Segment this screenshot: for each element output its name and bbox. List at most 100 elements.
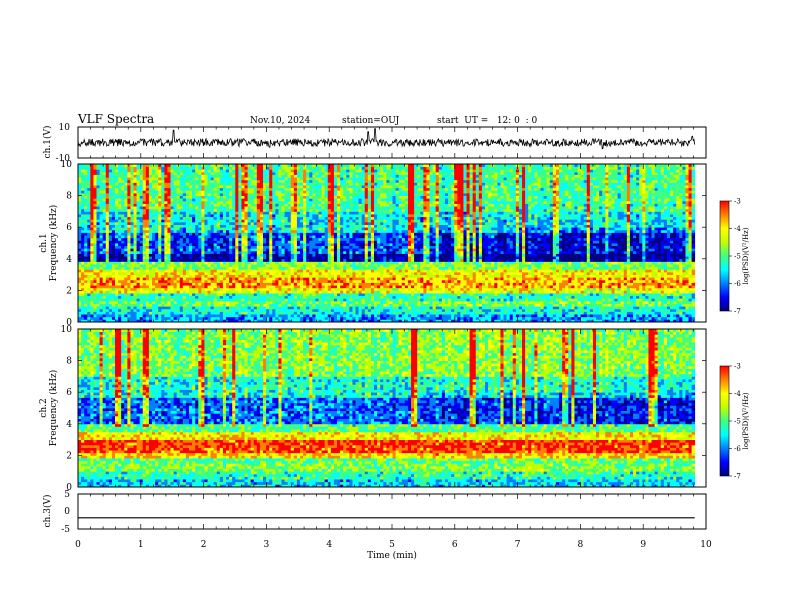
spectrogram-cell [510, 290, 513, 293]
spectrogram-cell [648, 259, 651, 262]
spectrogram-cell [226, 264, 229, 267]
spectrogram-cell [636, 283, 639, 286]
spectrogram-cell [584, 314, 587, 317]
spectrogram-cell [346, 306, 349, 309]
spectrogram-cell [352, 304, 355, 307]
spectrogram-cell [473, 259, 476, 262]
spectrogram-cell [97, 290, 100, 293]
spectrogram-cell [408, 298, 411, 301]
spectrogram-cell [494, 275, 497, 278]
spectrogram-cell [152, 296, 155, 299]
spectrogram-cell [93, 269, 96, 272]
spectrogram-cell [349, 285, 352, 288]
spectrogram-cell [140, 272, 143, 275]
spectrogram-cell [504, 288, 507, 291]
spectrogram-cell [568, 293, 571, 296]
spectrogram-cell [568, 285, 571, 288]
spectrogram-cell [149, 283, 152, 286]
spectrogram-cell [457, 267, 460, 270]
spectrogram-cell [667, 261, 670, 264]
spectrogram-cell [282, 298, 285, 301]
spectrogram-cell [685, 280, 688, 283]
spectrogram-cell [371, 275, 374, 278]
spectrogram-cell [433, 306, 436, 309]
spectrogram-cell [605, 261, 608, 264]
spectrogram-cell [602, 309, 605, 312]
spectrogram-cell [417, 317, 420, 320]
spectrogram-cell [470, 314, 473, 317]
spectrogram-cell [596, 290, 599, 293]
spectrogram-cell [402, 301, 405, 304]
spectrogram-cell [269, 290, 272, 293]
spectrogram-cell [581, 301, 584, 304]
spectrogram-cell [118, 290, 121, 293]
spectrogram-cell [90, 272, 93, 275]
spectrogram-cell [288, 259, 291, 262]
spectrogram-cell [189, 288, 192, 291]
spectrogram-cell [534, 314, 537, 317]
spectrogram-cell [426, 277, 429, 280]
spectrogram-cell [294, 285, 297, 288]
spectrogram-cell [322, 277, 325, 280]
spectrogram-cell [522, 269, 525, 272]
spectrogram-cell [655, 301, 658, 304]
spectrogram-cell [124, 272, 127, 275]
spectrogram-cell [667, 283, 670, 286]
spectrogram-cell [408, 269, 411, 272]
spectrogram-cell [241, 290, 244, 293]
spectrogram-cell [507, 288, 510, 291]
spectrogram-cell [513, 314, 516, 317]
spectrogram-cell [328, 296, 331, 299]
spectrogram-cell [463, 311, 466, 314]
spectrogram-cell [627, 311, 630, 314]
spectrogram-cell [229, 261, 232, 264]
spectrogram-cell [513, 269, 516, 272]
spectrogram-cell [198, 290, 201, 293]
spectrogram-cell [436, 264, 439, 267]
spectrogram-cell [593, 317, 596, 320]
spectrogram-cell [559, 306, 562, 309]
spectrogram-cell [223, 277, 226, 280]
spectrogram-cell [513, 267, 516, 270]
spectrogram-cell [525, 277, 528, 280]
spectrogram-cell [479, 272, 482, 275]
spectrogram-cell [544, 272, 547, 275]
spectrogram-cell [568, 301, 571, 304]
spectrogram-cell [673, 290, 676, 293]
spectrogram-cell [479, 275, 482, 278]
spectrogram-cell [359, 269, 362, 272]
spectrogram-cell [621, 283, 624, 286]
spectrogram-cell [565, 277, 568, 280]
spectrogram-cell [460, 264, 463, 267]
spectrogram-cell [519, 280, 522, 283]
spectrogram-cell [328, 314, 331, 317]
spectrogram-cell [426, 309, 429, 312]
spectrogram-cell [497, 272, 500, 275]
spectrogram-cell [109, 275, 112, 278]
spectrogram-cell [689, 264, 692, 267]
spectrogram-cell [408, 285, 411, 288]
spectrogram-cell [374, 309, 377, 312]
spectrogram-cell [278, 256, 281, 259]
spectrogram-cell [658, 272, 661, 275]
spectrogram-cell [93, 293, 96, 296]
spectrogram-cell [621, 298, 624, 301]
spectrogram-cell [146, 298, 149, 301]
spectrogram-cell [127, 285, 130, 288]
spectrogram-cell [605, 306, 608, 309]
spectrogram-cell [383, 304, 386, 307]
spectrogram-cell [297, 314, 300, 317]
spectrogram-cell [198, 261, 201, 264]
spectrogram-cell [352, 275, 355, 278]
spectrogram-cell [152, 259, 155, 262]
spectrogram-cell [263, 288, 266, 291]
spectrogram-cell [238, 304, 241, 307]
spectrogram-cell [328, 311, 331, 314]
spectrogram-cell [510, 311, 513, 314]
spectrogram-cell [167, 272, 170, 275]
spectrogram-cell [655, 267, 658, 270]
spectrogram-cell [331, 301, 334, 304]
spectrogram-cell [134, 306, 137, 309]
spectrogram-cell [124, 304, 127, 307]
spectrogram-cell [300, 283, 303, 286]
